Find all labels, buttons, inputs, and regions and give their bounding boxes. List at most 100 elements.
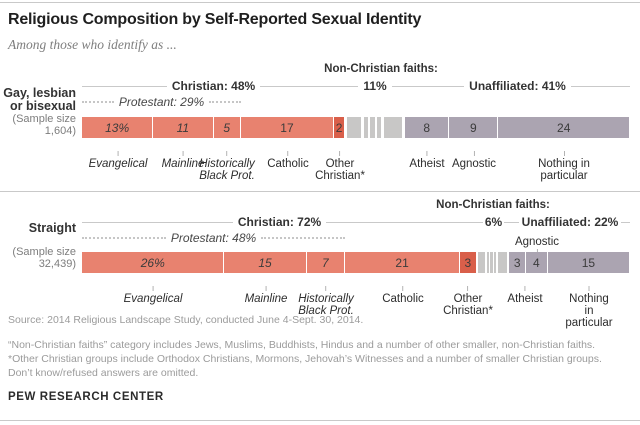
bar-segment-hist-black-prot: 7	[306, 252, 346, 273]
tick	[402, 286, 404, 291]
segment-value: 8	[423, 120, 431, 135]
annotation-christian: Christian: 72%	[82, 215, 477, 229]
tick	[467, 286, 469, 291]
page-subtitle: Among those who identify as ...	[8, 37, 177, 52]
non-christian-stripe	[497, 252, 508, 273]
tick	[588, 286, 590, 291]
segment-value: 4	[532, 255, 540, 270]
annotation-non-christian-title: Non-Christian faiths:	[324, 63, 438, 75]
bar-segment-non-christian	[477, 252, 510, 273]
segment-value: 3	[464, 255, 472, 270]
non-christian-stripe	[376, 117, 382, 138]
segment-value: 9	[469, 120, 477, 135]
axis-label-hist-black-prot: Historically Black Prot.	[298, 274, 354, 317]
non-christian-stripe	[477, 252, 486, 273]
sample-size-label: (Sample size 32,439)	[12, 246, 76, 270]
tick	[473, 151, 475, 156]
bar-segment-non-christian	[345, 117, 405, 138]
footnote-non-christian: “Non-Christian faiths” category includes…	[8, 339, 596, 351]
bar-segment-mainline: 15	[224, 252, 307, 273]
tick	[339, 151, 341, 156]
bar-segment-catholic: 17	[240, 117, 335, 138]
agnostic-callout: Agnostic	[515, 236, 559, 253]
stacked-bar: 26% 15 7 21 3 3 4 15	[82, 252, 630, 273]
tick	[226, 151, 228, 156]
footnote-other-christian: *Other Christian groups include Orthodox…	[8, 353, 602, 365]
segment-value: 15	[581, 255, 596, 270]
group-label: Straight	[28, 221, 76, 235]
segment-value: 2	[335, 120, 343, 135]
segment-value: 11	[176, 120, 190, 135]
segment-value: 21	[395, 255, 409, 270]
annotation-protestant: Protestant: 48%	[82, 231, 345, 245]
axis-label-atheist: Atheist	[409, 139, 445, 170]
non-christian-stripe	[486, 252, 490, 273]
bar-segment-catholic: 21	[345, 252, 461, 273]
segment-value: 17	[280, 120, 294, 135]
bar-segment-nothing-in-particular: 15	[547, 252, 630, 273]
non-christian-stripe	[493, 252, 497, 273]
tick	[536, 249, 538, 253]
bar-segment-evangelical: 26%	[82, 252, 225, 273]
tick	[287, 151, 289, 156]
axis-label-catholic: Catholic	[382, 274, 424, 305]
non-christian-stripe	[363, 117, 368, 138]
tick	[265, 286, 267, 291]
axis-label-atheist: Atheist	[507, 274, 543, 305]
bar-segment-nothing-in-particular: 24	[498, 117, 630, 138]
axis-label-nothing-in-particular: Nothing in particular	[564, 274, 615, 329]
annotation-protestant: Protestant: 29%	[82, 95, 241, 109]
segment-value: 3	[513, 255, 521, 270]
axis-label-mainline: Mainline	[162, 139, 204, 170]
tick	[563, 151, 565, 156]
bar-segment-hist-black-prot: 5	[213, 117, 241, 138]
segment-value: 13%	[105, 120, 130, 135]
axis-label-other-christian: Other Christian*	[315, 139, 365, 182]
bar-segment-evangelical: 13%	[82, 117, 154, 138]
group-divider	[0, 191, 640, 192]
bar-segment-atheist: 8	[405, 117, 450, 138]
annotation-non-christian-pct: 6%	[477, 215, 510, 229]
axis-label-catholic: Catholic	[267, 139, 309, 170]
footnote-omitted: Don’t know/refused answers are omitted.	[8, 367, 199, 379]
bar-segment-agnostic: 4	[525, 252, 548, 273]
stacked-bar: 13% 11 5 17 2 8 9 24	[82, 117, 630, 138]
tick	[182, 151, 184, 156]
non-christian-stripe	[347, 117, 362, 138]
non-christian-stripe	[370, 117, 375, 138]
group-label: Gay, lesbian or bisexual	[3, 86, 76, 113]
annotation-unaffiliated: Unaffiliated: 22%	[510, 215, 630, 229]
top-rule	[0, 2, 640, 3]
annotation-non-christian-title: Non-Christian faiths:	[436, 199, 550, 211]
bar-segment-mainline: 11	[153, 117, 214, 138]
bar-segment-other-christian: 2	[334, 117, 346, 138]
axis-label-agnostic: Agnostic	[452, 139, 496, 170]
axis-label-evangelical: Evangelical	[124, 274, 182, 305]
segment-value: 15	[258, 255, 272, 270]
tick	[426, 151, 428, 156]
tick	[325, 286, 327, 291]
axis-label-hist-black-prot: Historically Black Prot.	[199, 139, 255, 182]
axis-label-nothing-in-particular: Nothing in particular	[526, 139, 602, 182]
segment-value: 26%	[140, 255, 165, 270]
brand: PEW RESEARCH CENTER	[8, 391, 164, 403]
bar-segment-agnostic: 9	[449, 117, 499, 138]
bar-segment-other-christian: 3	[460, 252, 477, 273]
source-note: Source: 2014 Religious Landscape Study, …	[8, 314, 364, 326]
annotation-unaffiliated: Unaffiliated: 41%	[405, 79, 630, 93]
bar-segment-atheist: 3	[509, 252, 526, 273]
segment-value: 7	[322, 255, 329, 270]
annotation-non-christian-pct: 11%	[345, 79, 405, 93]
annotation-christian: Christian: 48%	[82, 79, 345, 93]
sample-size-label: (Sample size 1,604)	[12, 113, 76, 137]
tick	[524, 286, 526, 291]
bottom-rule	[0, 420, 640, 421]
axis-label-evangelical: Evangelical	[89, 139, 147, 170]
page-title: Religious Composition by Self-Reported S…	[8, 11, 422, 28]
segment-value: 24	[557, 120, 571, 135]
tick	[117, 151, 119, 156]
axis-label-other-christian: Other Christian*	[443, 274, 493, 317]
non-christian-stripe	[490, 252, 493, 273]
tick	[152, 286, 154, 291]
